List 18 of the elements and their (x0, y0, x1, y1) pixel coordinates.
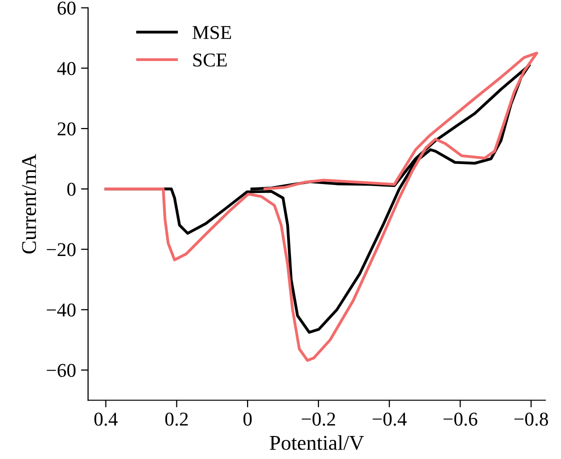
x-tick-label: 0 (243, 412, 252, 426)
x-tick-label: −0.2 (302, 412, 336, 426)
x-tick-label: −0.4 (372, 412, 407, 426)
y-tick-label: −60 (46, 364, 76, 377)
y-tick-label: 0 (67, 182, 76, 196)
x-axis-title: Potential/V (270, 435, 364, 450)
x-tick-label: −0.6 (444, 412, 478, 426)
x-tick-label: −0.8 (514, 412, 548, 426)
y-axis-title: Current/mA (22, 154, 36, 254)
x-tick-label: 0.2 (165, 412, 188, 426)
y-tick-label: 60 (58, 2, 76, 15)
y-tick-label: 40 (57, 62, 76, 76)
legend-label: SCE (193, 54, 227, 67)
y-tick-label: −40 (46, 304, 76, 317)
y-tick-label: −20 (46, 243, 76, 256)
x-tick-label: 0.4 (94, 412, 118, 426)
legend-label: MSE (192, 26, 232, 40)
y-tick-label: 20 (58, 122, 76, 136)
